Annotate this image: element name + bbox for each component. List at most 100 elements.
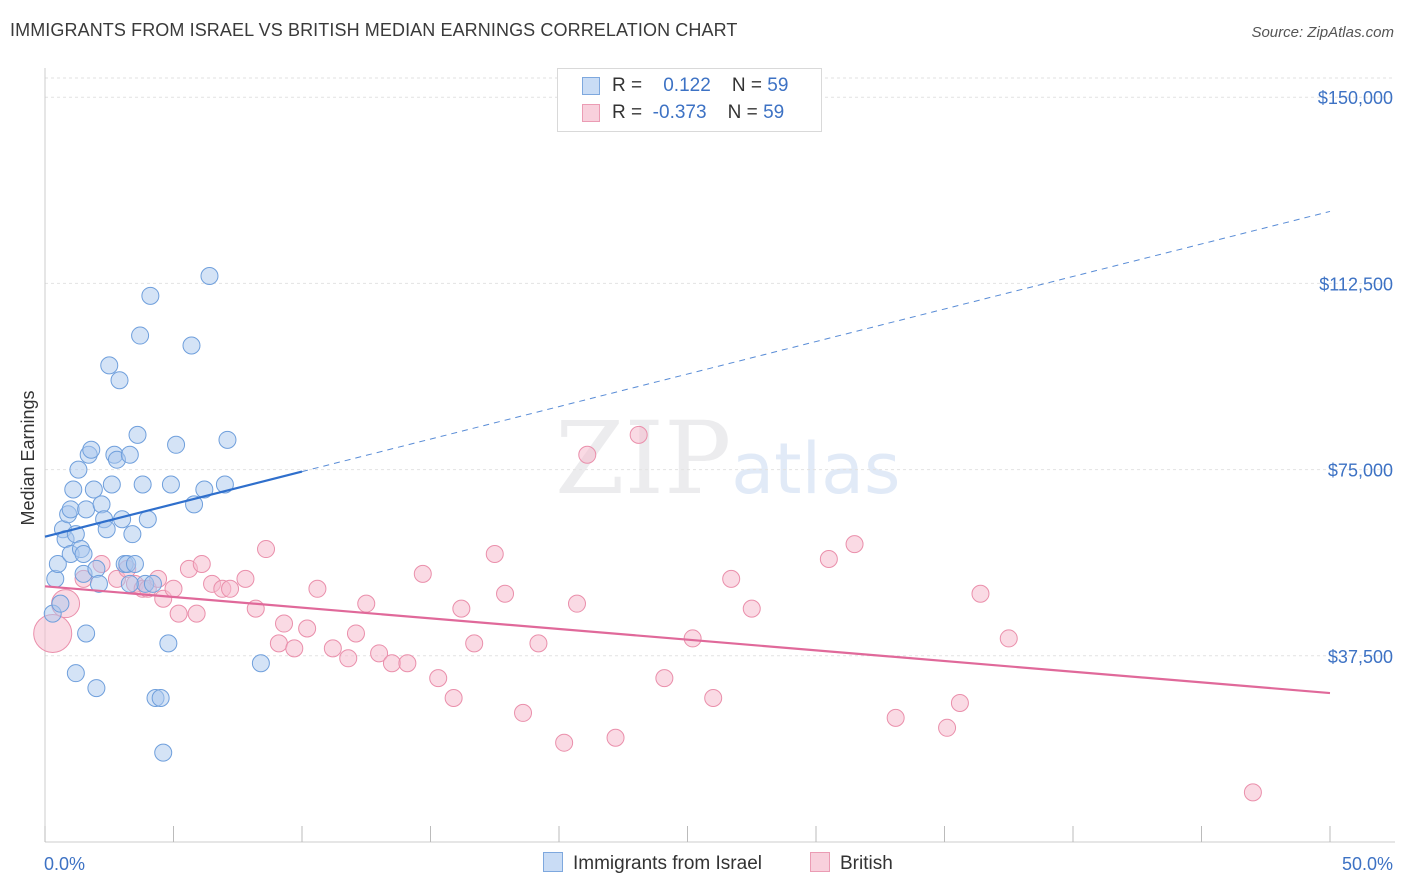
point-israel (251, 654, 270, 673)
trendline-british (44, 585, 1331, 695)
point-british (444, 689, 463, 708)
legend-n-value: 59 (767, 75, 789, 96)
legend-item-british: British (810, 852, 893, 875)
point-israel (84, 480, 103, 499)
point-british (308, 579, 327, 598)
point-british (629, 425, 648, 444)
point-british (398, 654, 417, 673)
point-british (683, 629, 702, 648)
point-israel (110, 371, 129, 390)
point-british (742, 599, 761, 618)
legend-swatch-pink (582, 103, 600, 122)
point-israel (48, 554, 67, 573)
point-israel (151, 689, 170, 708)
point-israel (123, 525, 142, 544)
x-tick-label-max: 50.0% (1342, 854, 1393, 874)
point-british (578, 445, 597, 464)
legend-n-value: 59 (763, 102, 785, 123)
point-british (187, 604, 206, 623)
legend-swatch-pink (810, 852, 830, 872)
point-israel (143, 574, 162, 593)
y-tick-label: $112,500 (1319, 274, 1393, 294)
point-british (169, 604, 188, 623)
point-british (285, 639, 304, 658)
point-british (704, 689, 723, 708)
point-israel (128, 425, 147, 444)
point-israel (87, 679, 106, 698)
y-tick-label: $75,000 (1328, 461, 1393, 481)
point-israel (195, 480, 214, 499)
point-israel (74, 545, 93, 564)
point-israel (141, 286, 160, 305)
legend-label-israel: Immigrants from Israel (573, 853, 762, 874)
point-israel (102, 475, 121, 494)
point-british (606, 728, 625, 747)
point-british (382, 654, 401, 673)
legend-swatch-blue (582, 76, 600, 95)
point-british (514, 703, 533, 722)
point-british (999, 629, 1018, 648)
point-israel (167, 435, 186, 454)
legend-label-british: British (840, 853, 893, 874)
point-british (465, 634, 484, 653)
point-israel (51, 594, 70, 613)
point-israel (100, 356, 119, 375)
point-israel (159, 634, 178, 653)
point-british (452, 599, 471, 618)
point-british (275, 614, 294, 633)
point-israel (87, 559, 106, 578)
point-israel (82, 440, 101, 459)
point-israel (133, 475, 152, 494)
point-british (950, 693, 969, 712)
point-israel (120, 445, 139, 464)
point-israel (66, 664, 85, 683)
point-israel (64, 480, 83, 499)
point-israel (120, 574, 139, 593)
point-british (236, 569, 255, 588)
watermark-atlas: atlas (731, 428, 901, 510)
legend-item-israel: Immigrants from Israel (543, 852, 762, 875)
point-british (269, 634, 288, 653)
point-british (1243, 783, 1262, 802)
y-tick-label: $37,500 (1328, 647, 1393, 667)
point-british (555, 733, 574, 752)
point-british (413, 564, 432, 583)
point-british (339, 649, 358, 668)
point-british (357, 594, 376, 613)
point-british (429, 669, 448, 688)
legend-r-label: R = (612, 75, 643, 96)
point-israel (46, 569, 65, 588)
point-british (655, 669, 674, 688)
point-israel (61, 500, 80, 519)
point-israel (69, 460, 88, 479)
point-israel (161, 475, 180, 494)
point-british (485, 545, 504, 564)
source-credit: Source: ZipAtlas.com (1251, 24, 1394, 41)
point-israel (89, 574, 108, 593)
point-british (971, 584, 990, 603)
point-british (567, 594, 586, 613)
legend-r-value: 0.122 (663, 75, 711, 96)
point-british (845, 535, 864, 554)
point-israel (215, 475, 234, 494)
point-israel (154, 743, 173, 762)
point-british (722, 569, 741, 588)
point-british (346, 624, 365, 643)
point-british (298, 619, 317, 638)
x-tick-label-min: 0.0% (44, 854, 85, 874)
trendline-israel-dashed (301, 210, 1331, 473)
point-british (257, 540, 276, 559)
point-british (496, 584, 515, 603)
point-israel (200, 266, 219, 285)
legend-n-label: N = (731, 75, 763, 96)
point-israel (138, 510, 157, 529)
correlation-legend: R = 0.122 N = 59 R = -0.373 N = 59 (557, 68, 822, 132)
legend-r-value: -0.373 (652, 102, 707, 123)
legend-row-british: R = -0.373 N = 59 (582, 102, 784, 128)
point-israel (77, 624, 96, 643)
point-british (529, 634, 548, 653)
point-british (370, 644, 389, 663)
point-israel (125, 554, 144, 573)
point-british (819, 549, 838, 568)
